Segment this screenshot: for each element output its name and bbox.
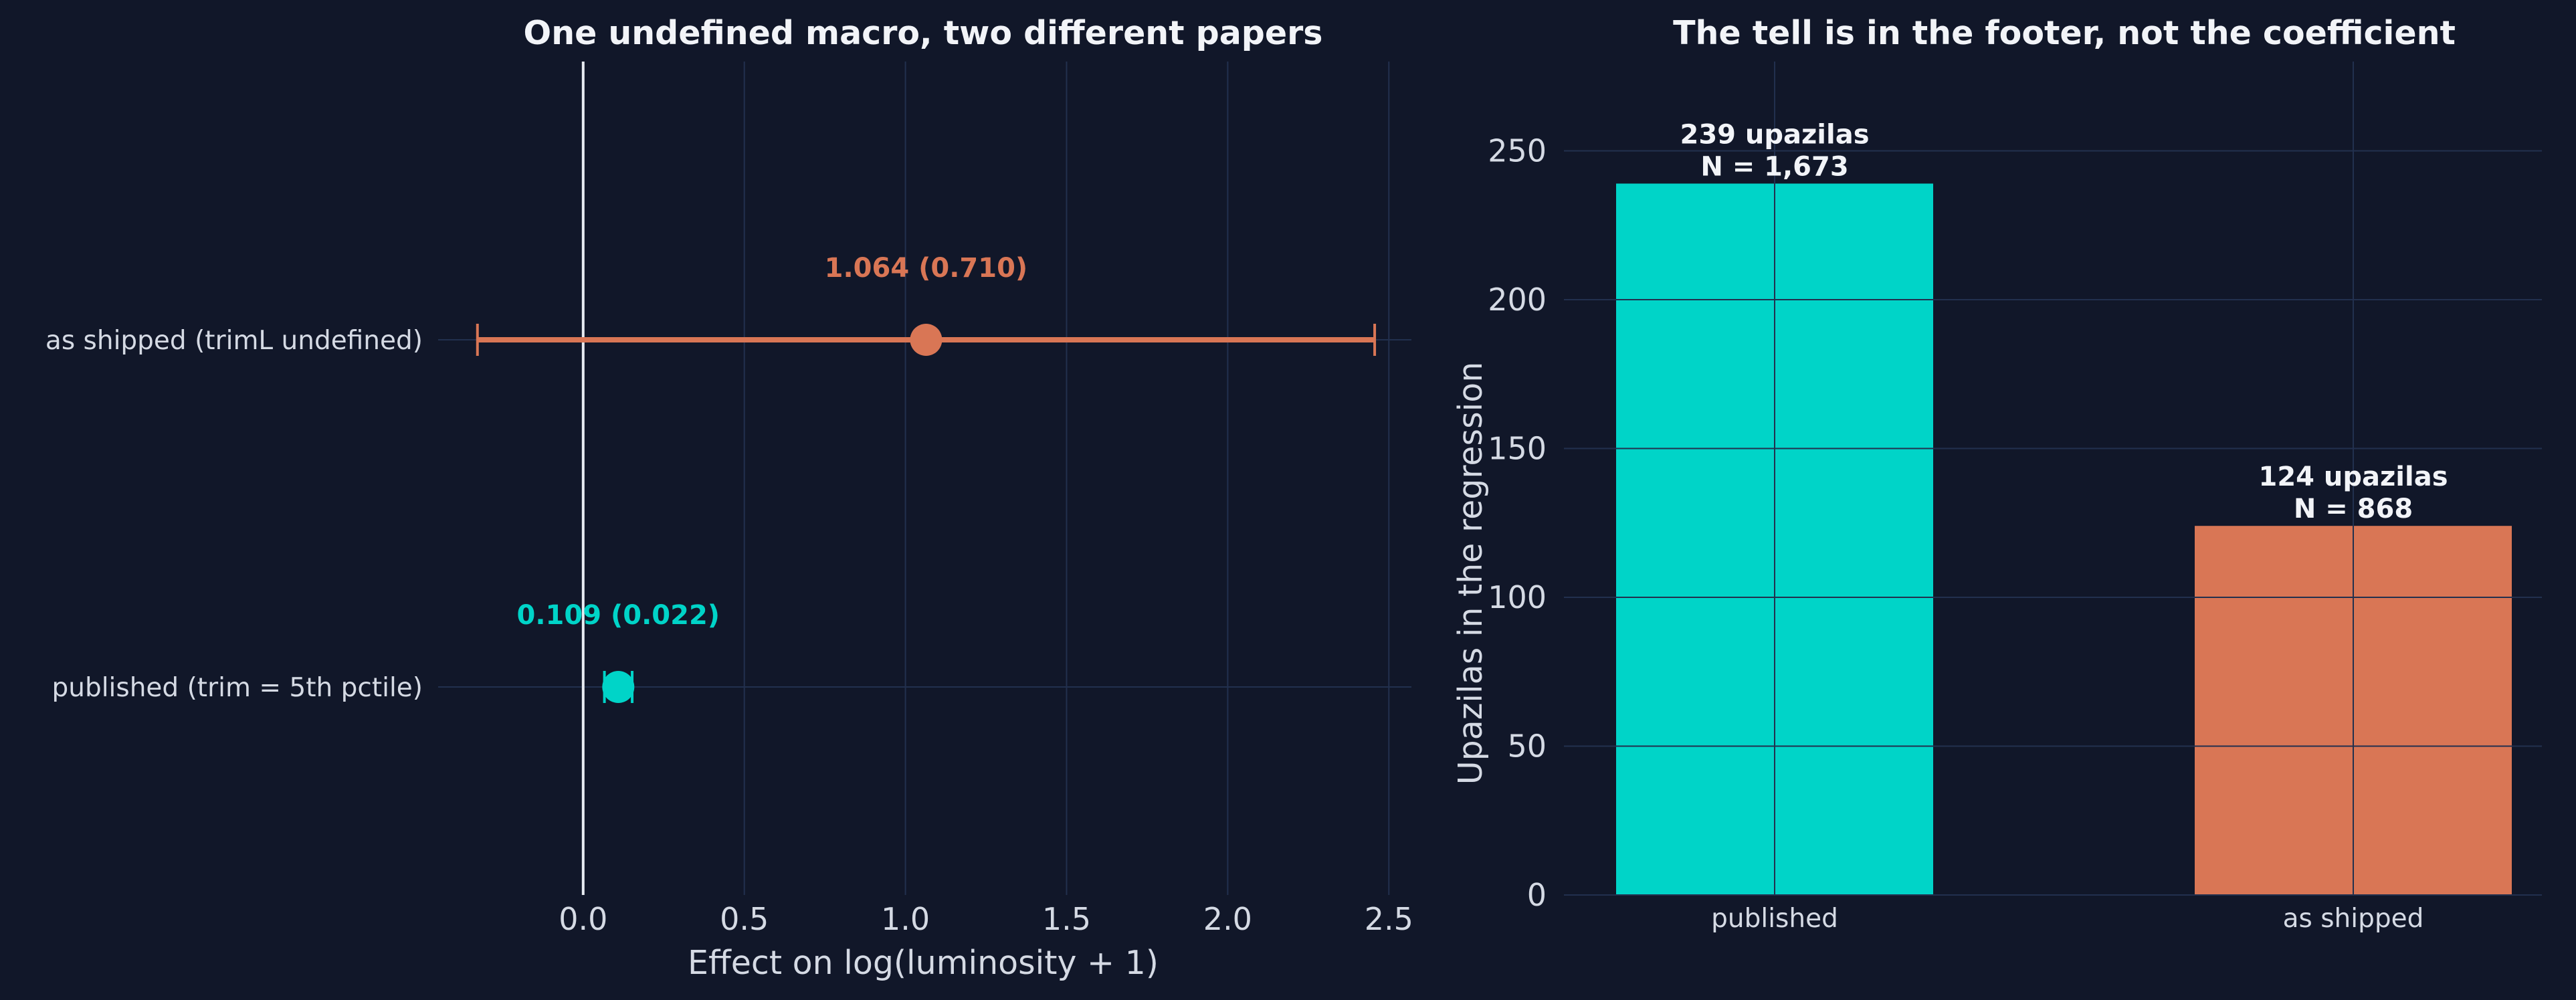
y-tick-label: 0 xyxy=(1527,877,1547,913)
x-tick-label: 0.5 xyxy=(720,901,769,937)
forest-plot-x-axis-label: Effect on log(luminosity + 1) xyxy=(688,944,1159,982)
point-estimate-marker xyxy=(602,671,635,703)
y-tick-label: 100 xyxy=(1488,579,1547,615)
x-tick-label: 0.0 xyxy=(559,901,607,937)
bar-chart-title: The tell is in the footer, not the coeff… xyxy=(1673,14,2456,52)
bar-chart-y-ticks: 0 50 100 150 200 250 xyxy=(1488,133,1547,914)
bar-label-line-2: N = 868 xyxy=(2294,494,2413,524)
bar-label-line-1: 239 upazilas xyxy=(1680,119,1869,150)
row-label: as shipped (trimL undefined) xyxy=(45,326,423,356)
bar-chart-panel: The tell is in the footer, not the coeff… xyxy=(1452,14,2542,934)
forest-plot-marks: 1.064 (0.710) 0.109 (0.022) xyxy=(476,62,1377,895)
bar-chart-grid xyxy=(1564,62,2542,896)
point-estimate-marker xyxy=(910,324,943,356)
x-tick-label: 1.0 xyxy=(881,901,930,937)
bar-label-line-2: N = 1,673 xyxy=(1700,151,1848,182)
x-tick-label: 1.5 xyxy=(1042,901,1091,937)
y-tick-label: 250 xyxy=(1488,133,1547,169)
x-tick-label: 2.0 xyxy=(1203,901,1252,937)
y-tick-label: 150 xyxy=(1488,431,1547,467)
estimate-annotation: 1.064 (0.710) xyxy=(825,253,1028,284)
y-tick-label: 200 xyxy=(1488,282,1547,318)
row-label: published (trim = 5th pctile) xyxy=(52,673,423,703)
category-label: published xyxy=(1711,904,1838,934)
forest-plot-title: One undefined macro, two different paper… xyxy=(524,14,1323,52)
bar-label-line-1: 124 upazilas xyxy=(2258,462,2448,492)
y-tick-label: 50 xyxy=(1507,728,1547,765)
x-tick-label: 2.5 xyxy=(1365,901,1413,937)
bar-chart-categories: published as shipped xyxy=(1711,904,2423,934)
forest-plot-panel: One undefined macro, two different paper… xyxy=(45,14,1413,982)
forest-plot-x-ticks: 0.0 0.5 1.0 1.5 2.0 2.5 xyxy=(559,901,1413,937)
forest-plot-row-labels: as shipped (trimL undefined) published (t… xyxy=(45,326,423,703)
category-label: as shipped xyxy=(2283,904,2424,934)
estimate-annotation: 0.109 (0.022) xyxy=(517,600,720,631)
bar-chart-y-axis-label: Upazilas in the regression xyxy=(1452,362,1490,785)
